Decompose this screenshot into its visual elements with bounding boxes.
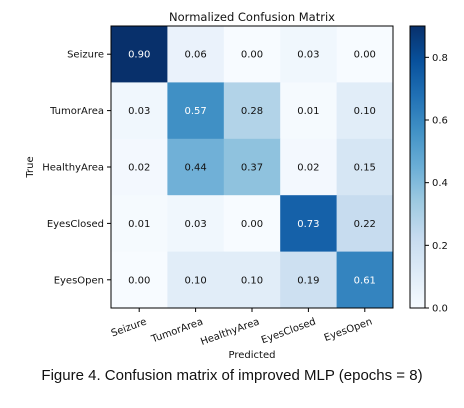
y-axis-label: True (25, 156, 36, 178)
heatmap-cell (111, 138, 168, 196)
cell-value-label: 0.00 (354, 50, 376, 61)
heatmap-cell (336, 251, 394, 309)
heatmap-cell (280, 251, 337, 309)
y-tick-label: TumorArea (49, 106, 104, 117)
y-axis-ticks: Seizure TumorArea HealthyArea EyesClosed Eye… (42, 50, 111, 286)
heatmap-cell (223, 82, 281, 140)
cell-value-label: 0.37 (241, 163, 263, 174)
heatmap-cell (280, 26, 337, 83)
heatmap-cell (280, 82, 337, 140)
cell-value-label: 0.01 (297, 106, 319, 117)
y-tick-label: Seizure (67, 50, 104, 61)
cell-value-label: 0.28 (241, 106, 263, 117)
heatmap-cell (336, 138, 394, 196)
cell-value-label: 0.03 (184, 219, 206, 230)
colorbar-tick-label: 0.0 (432, 304, 448, 315)
cell-value-label: 0.00 (241, 219, 263, 230)
cell-value-label: 0.15 (354, 163, 376, 174)
cell-value-label: 0.22 (354, 219, 376, 230)
heatmap-cell (280, 195, 337, 252)
x-tick-label: EyesClosed (260, 316, 318, 346)
heatmap-cell (336, 82, 394, 140)
cell-value-label: 0.03 (297, 50, 319, 61)
heatmap-cell (336, 195, 394, 252)
x-tick-label: TumorArea (149, 316, 204, 345)
cell-value-label: 0.00 (241, 50, 263, 61)
cell-value-label: 0.44 (184, 163, 206, 174)
heatmap-cell (167, 26, 225, 83)
figure-caption: Figure 4. Confusion matrix of improved M… (41, 367, 423, 384)
heatmap-cell (111, 82, 168, 140)
colorbar-tick-label: 0.8 (432, 53, 448, 64)
heatmap-cell (167, 251, 225, 309)
heatmap-cell (336, 26, 394, 83)
heatmap-cell (167, 195, 225, 252)
heatmap-cell (223, 195, 281, 252)
heatmap-cell (223, 26, 281, 83)
colorbar-tick-label: 0.4 (432, 178, 448, 189)
chart-title: Normalized Confusion Matrix (169, 10, 335, 24)
heatmap-cell (223, 251, 281, 309)
heatmap-cell (167, 82, 225, 140)
cell-value-label: 0.06 (184, 50, 206, 61)
colorbar-ticks: 0.0 0.2 0.4 0.6 0.8 (425, 53, 448, 315)
y-tick-label: EyesOpen (54, 275, 104, 286)
cell-value-label: 0.02 (128, 163, 150, 174)
cell-value-label: 0.73 (297, 219, 319, 230)
heatmap-cells (111, 26, 394, 309)
x-tick-label: HealthyArea (199, 316, 261, 347)
x-axis-label: Predicted (229, 350, 276, 360)
x-tick-label: EyesOpen (323, 316, 374, 344)
x-tick-label: Seizure (110, 316, 148, 339)
cell-value-label: 0.61 (354, 275, 376, 286)
cell-value-label: 0.10 (184, 275, 206, 286)
cell-value-label: 0.00 (128, 275, 150, 286)
y-tick-label: EyesClosed (47, 219, 104, 230)
heatmap-cell (111, 251, 168, 309)
cell-value-label: 0.03 (128, 106, 150, 117)
heatmap-cell (111, 195, 168, 252)
heatmap-cell (111, 26, 168, 83)
cell-value-label: 0.10 (354, 106, 376, 117)
confusion-matrix-chart: Normalized Confusion Matrix 0.90 0.06 0.00… (25, 10, 448, 360)
cell-value-label: 0.90 (128, 50, 150, 61)
cell-value-label: 0.01 (128, 219, 150, 230)
colorbar-tick-label: 0.2 (432, 241, 448, 252)
heatmap-cell (280, 138, 337, 196)
colorbar-tick-label: 0.6 (432, 116, 448, 127)
heatmap-cell (223, 138, 281, 196)
heatmap-cell (167, 138, 225, 196)
cell-value-label: 0.57 (184, 106, 206, 117)
cell-value-label: 0.10 (241, 275, 263, 286)
heatmap-value-labels: 0.90 0.06 0.00 0.03 0.00 0.03 0.57 0.28 0.01 0.10… (128, 50, 376, 287)
cell-value-label: 0.02 (297, 163, 319, 174)
cell-value-label: 0.19 (297, 275, 319, 286)
y-tick-label: HealthyArea (42, 163, 104, 174)
colorbar (409, 25, 426, 309)
